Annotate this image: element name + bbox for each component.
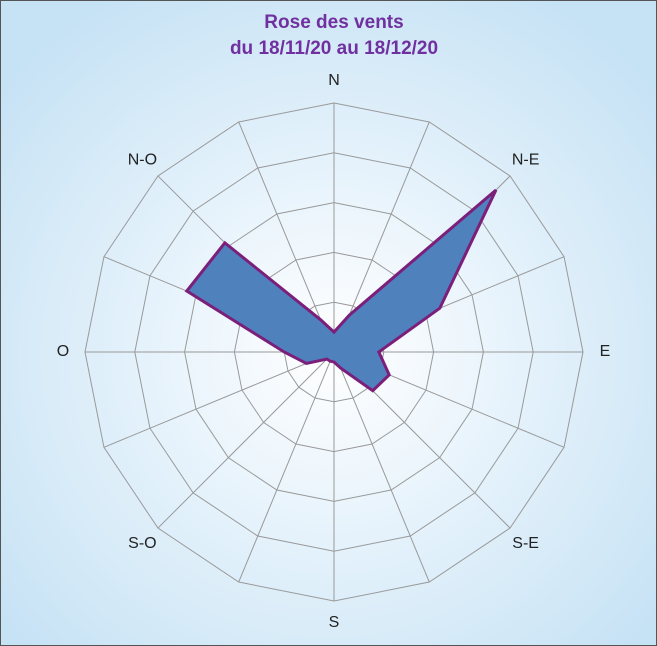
chart-subtitle: du 18/11/20 au 18/12/20 — [230, 38, 438, 59]
spoke — [103, 351, 335, 448]
chart-title: Rose des vents — [264, 12, 403, 33]
category-label: E — [600, 343, 611, 360]
category-label: N-E — [512, 152, 540, 169]
spoke — [238, 121, 335, 353]
category-label: N-O — [128, 152, 157, 169]
category-label: N — [328, 72, 340, 89]
spoke — [157, 351, 335, 529]
series-area — [184, 188, 498, 393]
category-label: S-O — [128, 535, 156, 552]
spoke — [333, 351, 430, 583]
spoke — [238, 351, 335, 583]
category-label: O — [57, 343, 69, 360]
category-label: S — [329, 614, 340, 631]
category-label: S-E — [512, 535, 539, 552]
